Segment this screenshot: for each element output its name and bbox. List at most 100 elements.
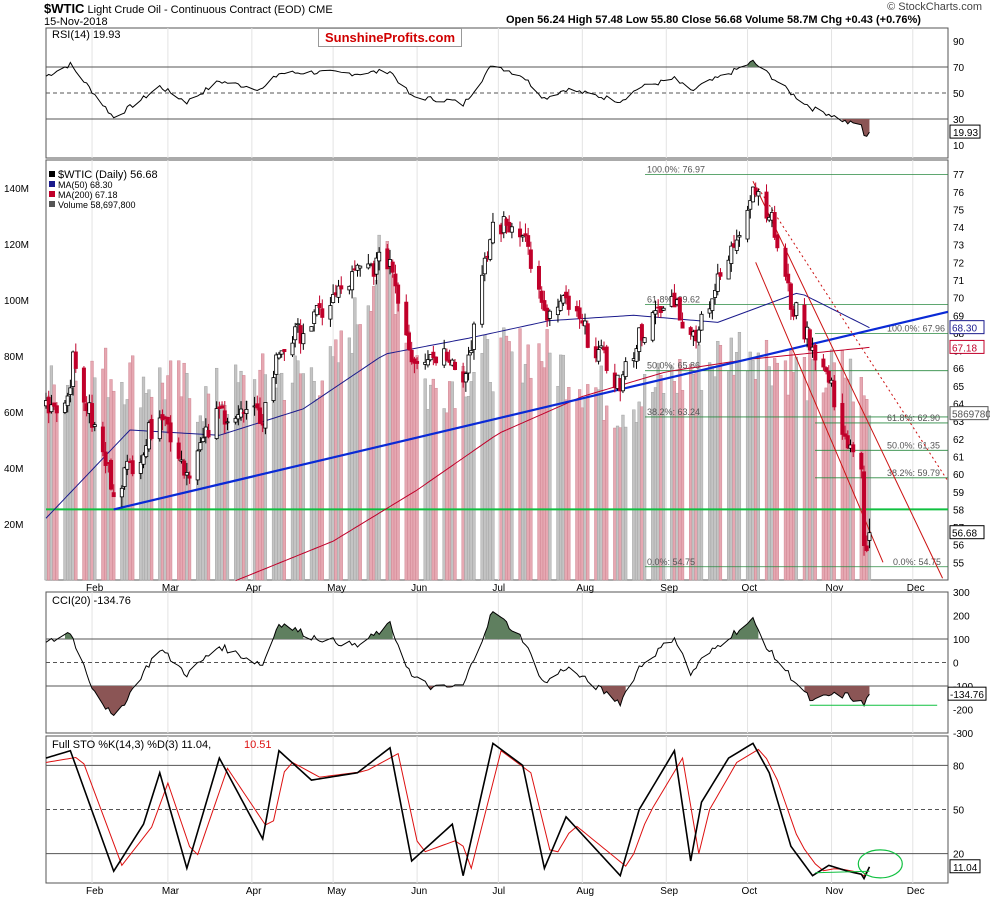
channel-dotted-line [757, 187, 949, 482]
candle-body [596, 349, 601, 362]
volume-bar [215, 367, 219, 581]
x-tick-label: Jul [492, 583, 505, 594]
candle-body [688, 327, 693, 335]
volume-bar [74, 380, 78, 581]
volume-bar [328, 346, 333, 581]
volume-bar [640, 406, 644, 581]
rsi-value-label: 19.93 [953, 128, 978, 139]
candle-body [463, 373, 468, 383]
cci-tick-label: 100 [953, 635, 970, 646]
volume-bar [651, 392, 655, 581]
candle-body [339, 285, 344, 290]
ma200-value-label-box [949, 339, 985, 354]
rsi-label: RSI(14) 19.93 [52, 29, 120, 41]
volume-bar [464, 396, 468, 581]
volume-bar [187, 398, 192, 581]
sto-highlight-circle [857, 849, 903, 879]
candle-body [314, 305, 319, 316]
ma50-line [45, 292, 870, 519]
candle-body [745, 209, 750, 240]
volume-bar [726, 371, 731, 581]
candle-body [168, 422, 173, 443]
candle-body [317, 303, 322, 309]
candle-body [138, 461, 143, 474]
volume-bar [613, 427, 617, 581]
candle-body [92, 424, 97, 427]
candle-body [518, 228, 523, 238]
candle-body [358, 265, 363, 269]
volume-bar [404, 342, 408, 581]
sto-k-line [45, 741, 871, 881]
price-tick-label: 63 [953, 417, 965, 428]
volume-bar [580, 407, 584, 581]
volume-bar [632, 409, 636, 581]
ticker-symbol: $WTIC [44, 1, 85, 16]
volume-bar [792, 372, 796, 581]
x-tick-label: May [327, 886, 346, 897]
volume-bar [85, 406, 89, 581]
price-tick-label: 55 [953, 558, 965, 569]
candle-body [713, 290, 718, 298]
candle-body [523, 233, 528, 236]
candle-body [263, 402, 268, 429]
candle-body [111, 492, 116, 498]
volume-bar [336, 362, 341, 581]
candle-body [699, 313, 704, 331]
candle-body [331, 294, 336, 303]
sto-d-line [45, 748, 870, 877]
volume-bar [158, 367, 162, 581]
price-tick-label: 64 [953, 400, 965, 411]
volume-value-label: 58697800 [952, 410, 990, 421]
volume-bar [331, 356, 335, 581]
cci-overbought-fill [64, 632, 74, 639]
volume-bar [689, 364, 693, 581]
price-tick-label: 62 [953, 435, 965, 446]
volume-bar [602, 420, 606, 581]
candle-body [840, 402, 845, 435]
cci-overbought-fill [484, 611, 521, 639]
cci-value-label: -134.76 [950, 690, 984, 701]
legend-entry: $WTIC (Daily) 56.68 [58, 169, 158, 181]
x-tick-label: Aug [576, 583, 594, 594]
fib-left-label: 38.2%: 63.24 [647, 407, 700, 417]
candle-body [65, 395, 70, 407]
cci-tick-label: 200 [953, 612, 970, 623]
candle-body [328, 305, 333, 320]
sto-tick-label: 20 [953, 850, 965, 861]
legend-swatch [49, 201, 55, 207]
candle-body [444, 351, 449, 361]
candle-body [653, 310, 658, 315]
sto-tick-label: 80 [953, 761, 965, 772]
legend-entry: MA(50) 68.30 [58, 180, 113, 190]
cci-oversold-fill [804, 686, 870, 706]
candle-body [377, 251, 382, 262]
volume-bar [299, 373, 303, 581]
sto-value-label: 11.04 [953, 863, 978, 874]
volume-bar [453, 408, 457, 581]
price-tick-label: 61 [953, 452, 965, 463]
x-tick-label: Apr [246, 886, 262, 897]
candle-body [276, 353, 281, 359]
candle-body [564, 291, 569, 299]
volume-bar [751, 360, 755, 581]
x-tick-label: Feb [86, 886, 104, 897]
volume-bar [280, 372, 284, 581]
candle-body [802, 304, 807, 340]
volume-bar [150, 396, 154, 581]
volume-bar [169, 360, 173, 581]
candle-body [222, 410, 227, 425]
volume-bar [429, 384, 433, 581]
volume-bar [350, 353, 354, 581]
volume-bar [434, 387, 438, 581]
volume-bar [618, 427, 622, 581]
close-value-label-box [949, 525, 985, 540]
fib-left-label: 100.0%: 76.97 [647, 165, 705, 175]
candle-body [49, 404, 54, 413]
volume-bar [480, 353, 484, 581]
candle-body [187, 475, 192, 479]
volume-tick-label: 20M [4, 520, 23, 531]
candle-body [642, 337, 647, 343]
candle-body [715, 273, 720, 292]
volume-bar [621, 414, 625, 581]
volume-bar [391, 275, 395, 581]
